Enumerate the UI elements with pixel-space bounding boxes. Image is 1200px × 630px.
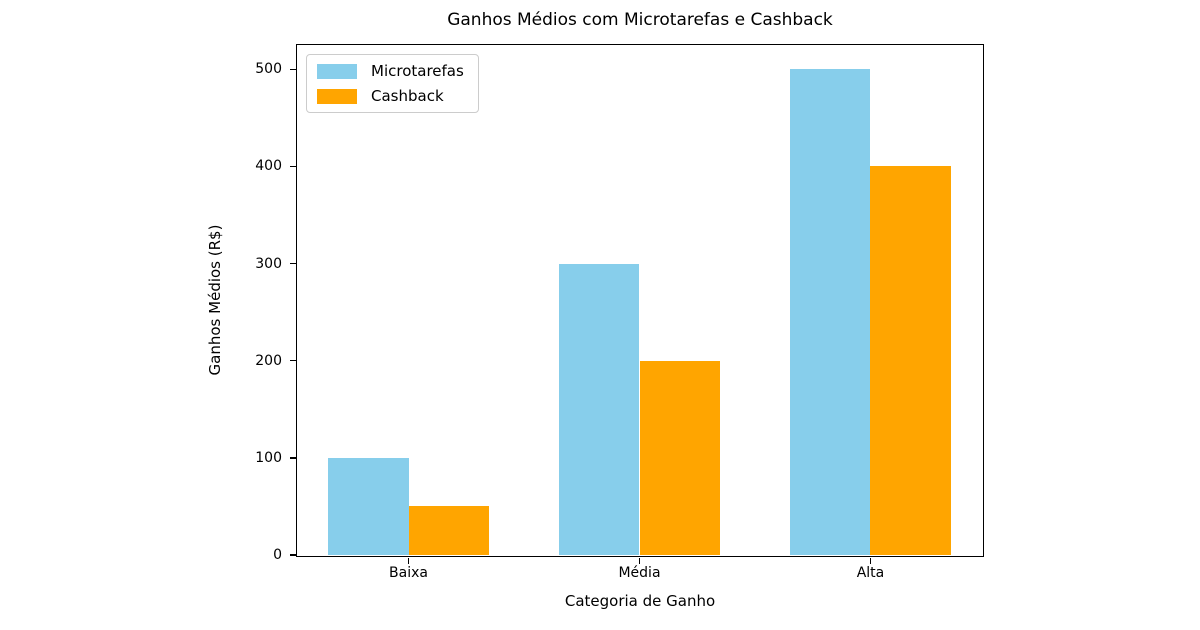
bar-cashback-media [639, 360, 721, 555]
legend-swatch-microtarefas [317, 63, 357, 79]
plot-area: 0 100 200 300 400 500 Baixa Média Alta Microtar… [255, 44, 984, 581]
chart-title: Ganhos Médios com Microtarefas e Cashbac… [447, 10, 833, 30]
legend-item-microtarefas: Microtarefas [317, 62, 464, 80]
legend-label-cashback: Cashback [371, 87, 444, 105]
y-tick-mark-100 [289, 457, 296, 459]
y-tick-label-100: 100 [255, 449, 282, 466]
x-tick-label-media: Média [618, 565, 661, 581]
y-tick-label-500: 500 [255, 61, 282, 78]
y-tick-label-0: 0 [273, 547, 282, 563]
y-tick-mark-500 [289, 68, 296, 71]
bar-microtarefas-alta [789, 69, 871, 555]
y-tick-mark-400 [289, 165, 296, 168]
legend-label-microtarefas: Microtarefas [371, 62, 464, 80]
bar-microtarefas-baixa [327, 457, 409, 555]
legend-swatch-cashback [317, 88, 357, 104]
bar-cashback-alta [870, 166, 952, 555]
x-tick-label-baixa: Baixa [389, 565, 428, 581]
bar-microtarefas-media [558, 263, 640, 555]
legend: Microtarefas Cashback [306, 54, 479, 113]
x-tick-mark-baixa [407, 557, 410, 564]
x-tick-mark-media [638, 557, 641, 564]
x-tick-mark-alta [869, 557, 872, 564]
y-tick-mark-200 [289, 359, 296, 362]
y-tick-label-400: 400 [255, 158, 282, 175]
y-tick-label-200: 200 [255, 352, 282, 369]
x-tick-label-alta: Alta [856, 565, 885, 581]
y-tick-mark-300 [289, 262, 296, 265]
y-tick-mark-0 [289, 554, 296, 556]
y-tick-label-300: 300 [255, 255, 282, 272]
x-axis-label: Categoria de Ganho [564, 592, 716, 610]
bar-cashback-baixa [408, 506, 490, 555]
legend-item-cashback: Cashback [317, 87, 464, 105]
